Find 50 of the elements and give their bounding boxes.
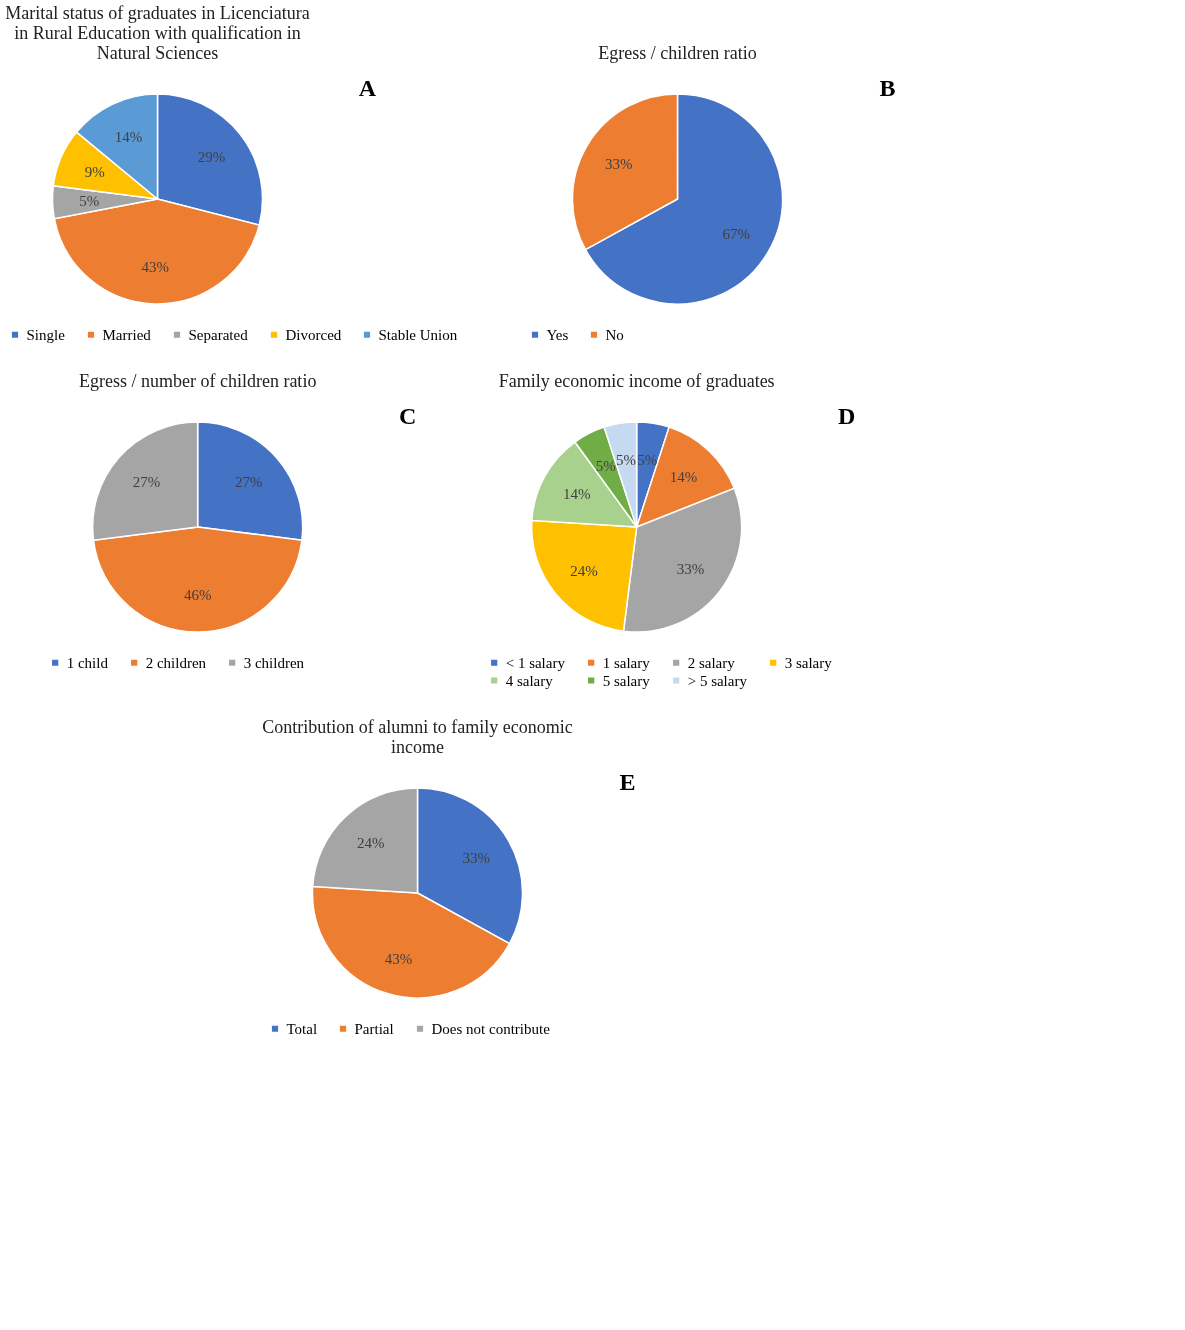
legend-label: Does not contribute: [431, 1020, 551, 1037]
legend-label: No: [605, 326, 624, 343]
data-label: 5%: [637, 451, 658, 468]
legend-label: Separated: [188, 326, 249, 343]
data-label: 14%: [669, 469, 698, 486]
data-label: 27%: [132, 473, 161, 490]
text: C: [399, 403, 417, 429]
data-label: 43%: [384, 950, 413, 967]
data-label: 46%: [183, 587, 212, 604]
legend-label: 1 child: [66, 654, 109, 671]
legend-label: 1 salary: [602, 654, 651, 671]
legend-label: Divorced: [285, 326, 342, 343]
data-label: 24%: [357, 835, 385, 852]
legend-label: 2 salary: [687, 654, 736, 671]
data-label: 33%: [676, 560, 705, 577]
legend-label: 4 salary: [505, 672, 554, 689]
legend-label: Yes: [546, 326, 569, 343]
data-label: 67%: [722, 225, 750, 242]
data-label: 5%: [595, 458, 616, 475]
data-label: 14%: [563, 486, 591, 503]
data-label: 43%: [141, 259, 170, 276]
legend-label: 3 salary: [784, 654, 833, 671]
legend-label: 5 salary: [602, 672, 651, 689]
data-label: 5%: [79, 193, 100, 210]
data-label: 14%: [114, 129, 143, 146]
data-label: 33%: [462, 850, 490, 867]
legend-label: < 1 salary: [505, 654, 566, 671]
chart-title: Contribution of alumni to family economic income: [262, 717, 573, 757]
legend-label: > 5 salary: [687, 672, 748, 689]
chart-title: Egress / number of children ratio: [78, 371, 317, 391]
data-label: 29%: [197, 149, 226, 166]
legend-label: Stable Union: [378, 326, 458, 343]
text: D: [838, 403, 856, 429]
legend-label: 2 children: [145, 654, 207, 671]
data-label: 33%: [605, 156, 633, 173]
legend-label: Single: [26, 326, 66, 343]
legend-label: Total: [286, 1020, 318, 1037]
chart-title: Family economic income of graduates: [498, 371, 775, 391]
text: B: [879, 75, 896, 101]
legend-label: 3 children: [243, 654, 305, 671]
legend-label: Partial: [354, 1020, 394, 1037]
text: A: [358, 75, 377, 101]
chart-title: Marital status of graduates in Licenciatura in Rural Education with qualification in Natural Sciences: [5, 3, 310, 63]
data-label: 5%: [615, 451, 636, 468]
data-label: 24%: [570, 562, 598, 579]
data-label: 9%: [84, 163, 105, 180]
chart-title: Egress / children ratio: [598, 43, 757, 63]
text: E: [619, 769, 636, 795]
legend-label: Married: [102, 326, 152, 343]
data-label: 27%: [235, 473, 263, 490]
